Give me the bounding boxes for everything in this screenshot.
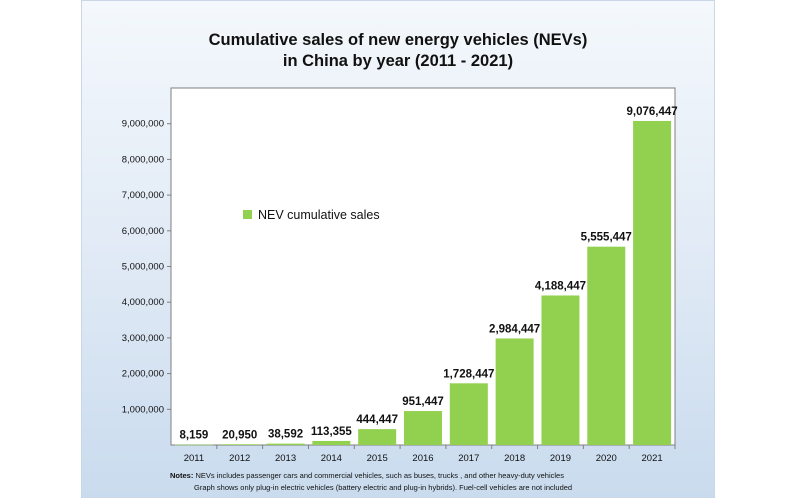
y-tick-label: 3,000,000 <box>122 333 164 344</box>
data-label: 9,076,447 <box>627 106 678 118</box>
data-label: 4,188,447 <box>535 280 586 292</box>
x-tick-label: 2013 <box>275 453 296 464</box>
bar <box>358 429 397 445</box>
notes-label: Notes: <box>170 471 194 480</box>
y-tick-label: 1,000,000 <box>122 404 164 415</box>
data-label: 113,355 <box>311 426 353 438</box>
x-tick-label: 2019 <box>550 453 571 464</box>
x-tick-label: 2012 <box>229 453 250 464</box>
x-tick-label: 2017 <box>458 453 479 464</box>
title-line-1: Cumulative sales of new energy vehicles … <box>208 31 588 49</box>
bar <box>587 246 626 445</box>
x-tick-label: 2011 <box>184 453 204 464</box>
bar <box>633 120 672 446</box>
y-tick-label: 6,000,000 <box>122 226 164 237</box>
bar <box>495 338 534 445</box>
note-text-1: NEVs includes passenger cars and commerc… <box>195 471 564 480</box>
y-tick-label: 7,000,000 <box>122 190 164 201</box>
bar <box>266 443 305 445</box>
y-tick-label: 9,000,000 <box>122 119 164 130</box>
bar <box>174 444 213 446</box>
bar <box>449 383 488 445</box>
data-label: 8,159 <box>180 430 209 442</box>
data-label: 5,555,447 <box>581 232 632 244</box>
bar <box>312 440 351 445</box>
note-line-2: Graph shows only plug-in electric vehicl… <box>194 483 573 492</box>
data-label: 444,447 <box>356 414 398 426</box>
y-tick-label: 5,000,000 <box>122 262 164 273</box>
x-tick-label: 2018 <box>504 453 525 464</box>
note-line-1: Notes: NEVs includes passenger cars and … <box>170 470 572 482</box>
x-tick-label: 2014 <box>321 453 342 464</box>
data-label: 951,447 <box>402 396 444 408</box>
bar <box>220 444 259 445</box>
y-tick-label: 8,000,000 <box>122 154 164 165</box>
data-label: 1,728,447 <box>443 368 494 380</box>
x-tick-label: 2016 <box>412 453 433 464</box>
legend-label: NEV cumulative sales <box>258 208 380 222</box>
title-line-2: in China by year (2011 - 2021) <box>282 52 514 70</box>
x-tick-label: 2015 <box>367 453 388 464</box>
x-tick-label: 2020 <box>596 453 617 464</box>
x-tick-label: 2021 <box>642 453 663 464</box>
y-tick-label: 2,000,000 <box>122 369 164 380</box>
data-label: 20,950 <box>222 429 257 441</box>
bar <box>541 295 580 445</box>
bar <box>404 411 442 445</box>
legend-swatch <box>243 210 252 219</box>
chart-notes: Notes: NEVs includes passenger cars and … <box>170 470 572 494</box>
data-label: 38,592 <box>268 429 303 441</box>
data-label: 2,984,447 <box>489 323 540 335</box>
chart-title: Cumulative sales of new energy vehicles … <box>81 30 715 72</box>
y-tick-label: 4,000,000 <box>122 297 164 308</box>
